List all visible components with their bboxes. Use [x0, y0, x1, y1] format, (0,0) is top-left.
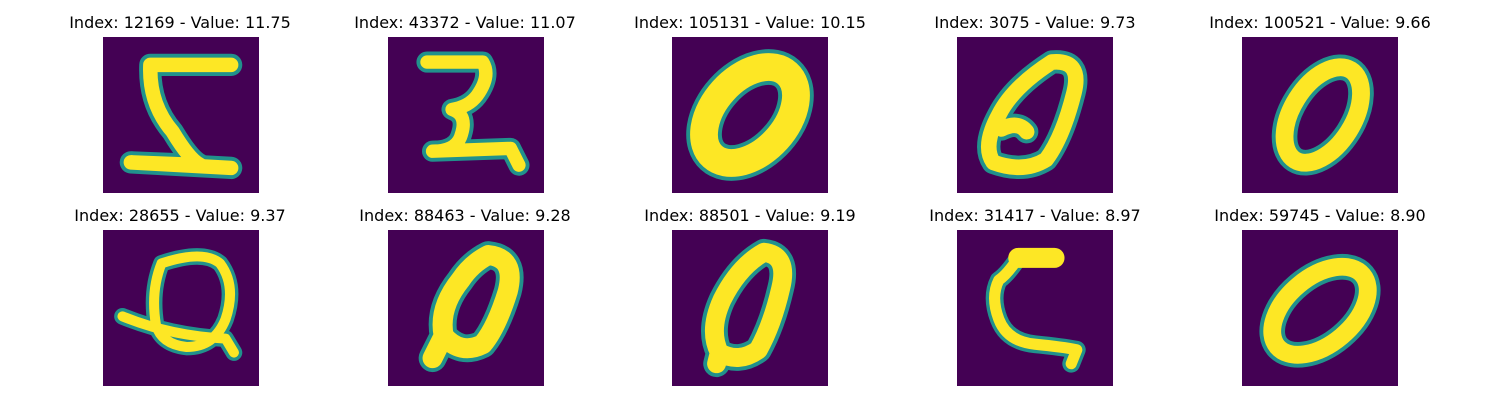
panel-title-7: Index: 88463 - Value: 9.28 — [335, 206, 595, 226]
digit-image-8 — [672, 230, 828, 386]
digit-image-9 — [957, 230, 1113, 386]
panel-title-8: Index: 88501 - Value: 9.19 — [620, 206, 880, 226]
digit-image-3 — [672, 37, 828, 193]
digit-image-5 — [1242, 37, 1398, 193]
digit-image-1 — [103, 37, 259, 193]
digit-image-10 — [1242, 230, 1398, 386]
panel-title-3: Index: 105131 - Value: 10.15 — [620, 13, 880, 33]
panel-title-10: Index: 59745 - Value: 8.90 — [1190, 206, 1450, 226]
panel-title-4: Index: 3075 - Value: 9.73 — [905, 13, 1165, 33]
digit-image-2 — [388, 37, 544, 193]
panel-title-6: Index: 28655 - Value: 9.37 — [50, 206, 310, 226]
digit-image-7 — [388, 230, 544, 386]
digit-image-4 — [957, 37, 1113, 193]
digit-image-6 — [103, 230, 259, 386]
panel-title-2: Index: 43372 - Value: 11.07 — [335, 13, 595, 33]
panel-title-9: Index: 31417 - Value: 8.97 — [905, 206, 1165, 226]
panel-title-1: Index: 12169 - Value: 11.75 — [50, 13, 310, 33]
panel-title-5: Index: 100521 - Value: 9.66 — [1190, 13, 1450, 33]
